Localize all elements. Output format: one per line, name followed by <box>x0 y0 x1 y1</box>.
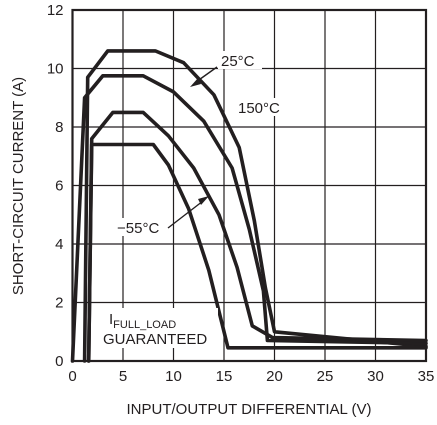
label-25c: 25°C <box>190 51 262 87</box>
curves <box>70 49 428 363</box>
label-full-load-text: IFULL_LOAD <box>109 311 176 331</box>
arrowhead-25c <box>190 78 201 87</box>
y-tick-labels: 0 2 4 6 8 10 12 <box>47 2 64 370</box>
y-tick-label-0: 0 <box>55 353 63 370</box>
label-guaranteed-text: GUARANTEED <box>103 331 207 348</box>
full-load-i: I <box>109 311 113 328</box>
x-axis-title: INPUT/OUTPUT DIFFERENTIAL (V) <box>126 401 371 418</box>
label-minus55c: −55°C <box>115 196 209 237</box>
x-tick-label-35: 35 <box>418 368 435 385</box>
label-25c-text: 25°C <box>221 53 255 70</box>
label-minus55c-text: −55°C <box>117 220 159 237</box>
y-tick-label-8: 8 <box>55 119 63 136</box>
label-150c-text: 150°C <box>238 100 280 117</box>
label-150c-bg <box>236 98 286 116</box>
full-load-subscript: FULL_LOAD <box>113 319 176 331</box>
x-tick-label-20: 20 <box>266 368 283 385</box>
plot-frame <box>71 8 428 363</box>
y-tick-label-12: 12 <box>47 2 64 19</box>
y-tick-label-4: 4 <box>55 236 63 253</box>
series-line-2 <box>70 74 428 363</box>
arrow-minus55c <box>167 200 204 229</box>
x-tick-label-0: 0 <box>68 368 76 385</box>
series-line-1 <box>82 49 428 363</box>
label-25c-bg <box>218 51 262 69</box>
y-axis-title: SHORT-CIRCUIT CURRENT (A) <box>10 77 27 295</box>
label-minus55c-bg <box>115 218 168 236</box>
y-tick-label-2: 2 <box>55 295 63 312</box>
x-tick-label-30: 30 <box>367 368 384 385</box>
y-tick-label-10: 10 <box>47 61 64 78</box>
label-full-load-bg <box>100 308 218 348</box>
series-line-3 <box>86 110 428 363</box>
label-full-load-guaranteed: IFULL_LOAD GUARANTEED <box>100 308 218 348</box>
x-tick-label-10: 10 <box>165 368 182 385</box>
arrow-25c <box>195 66 218 83</box>
arrowhead-minus55c <box>198 196 209 205</box>
x-tick-label-25: 25 <box>317 368 334 385</box>
x-tick-label-15: 15 <box>216 368 233 385</box>
label-150c: 150°C <box>236 98 286 117</box>
y-tick-label-6: 6 <box>55 178 63 195</box>
series-line-4 <box>86 142 428 363</box>
x-tick-label-5: 5 <box>119 368 127 385</box>
x-tick-labels: 0 5 10 15 20 25 30 35 <box>68 368 434 385</box>
